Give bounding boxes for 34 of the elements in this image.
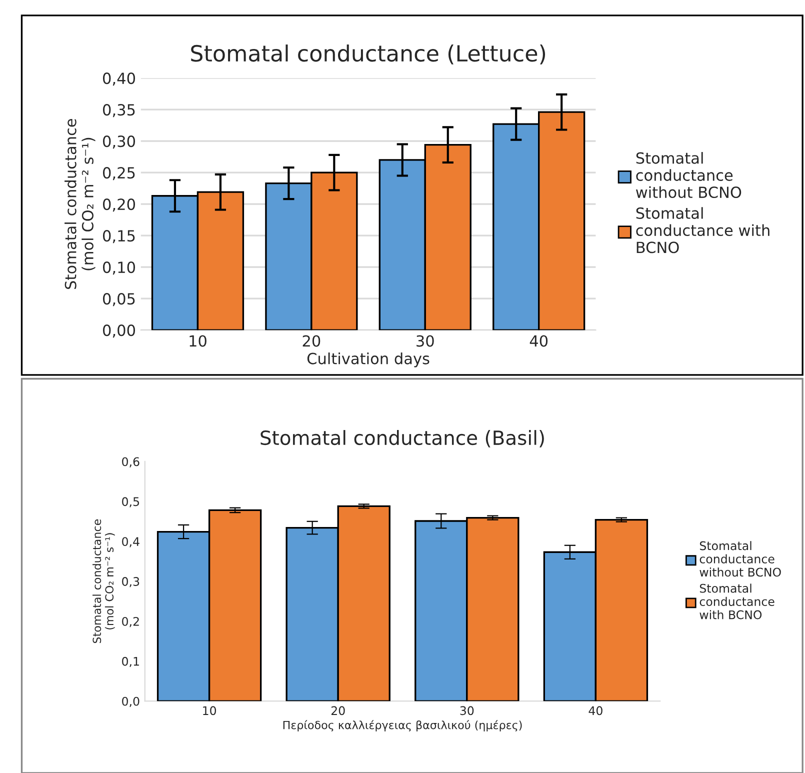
chart-title: Stomatal conductance (Basil) <box>260 430 544 448</box>
y-tick-label: 0,6 <box>122 457 140 468</box>
x-tick-label: 30 <box>416 335 434 347</box>
x-tick-label: 10 <box>203 706 216 716</box>
y-tick-label: 0,25 <box>103 167 135 180</box>
x-tick-label: 40 <box>530 335 548 347</box>
y-tick-label: 0,20 <box>103 198 135 212</box>
y-tick-label: 0,35 <box>103 104 135 118</box>
y-tick-label: 0,40 <box>103 72 135 86</box>
y-axis-title: Stomatal conductance (mol CO₂ m⁻² s⁻¹) <box>92 519 115 644</box>
legend-label: Stomatal conductance with BCNO <box>636 207 770 254</box>
x-axis-title: Περίοδος καλλιέργειας βασιλικού (ημέρες) <box>283 720 522 732</box>
legend-label: Stomatal conductance without BCNO <box>700 541 781 577</box>
y-tick-label: 0,4 <box>122 537 140 548</box>
y-tick-label: 0,5 <box>122 497 140 508</box>
y-tick-label: 0,05 <box>103 293 135 306</box>
y-tick-label: 0,10 <box>103 262 135 275</box>
x-tick-label: 30 <box>460 706 474 716</box>
chart-title: Stomatal conductance (Lettuce) <box>191 44 546 64</box>
y-tick-label: 0,0 <box>122 696 140 707</box>
x-tick-label: 40 <box>588 706 602 716</box>
y-tick-label: 0,15 <box>103 230 135 244</box>
y-tick-label: 0,3 <box>122 577 140 588</box>
y-tick-label: 0,1 <box>122 656 139 668</box>
y-tick-label: 0,30 <box>103 136 135 149</box>
x-axis-title: Cultivation days <box>307 352 430 368</box>
y-axis-title: Stomatal conductance (mol CO₂ m⁻² s⁻¹) <box>64 118 96 289</box>
legend-label: Stomatal conductance without BCNO <box>636 152 742 198</box>
x-tick-label: 20 <box>302 335 320 347</box>
legend-label: Stomatal conductance with BCNO <box>700 584 774 620</box>
y-tick-label: 0,2 <box>122 616 139 628</box>
x-tick-label: 10 <box>190 335 206 347</box>
x-tick-label: 20 <box>331 706 345 716</box>
y-tick-label: 0,00 <box>103 324 135 338</box>
